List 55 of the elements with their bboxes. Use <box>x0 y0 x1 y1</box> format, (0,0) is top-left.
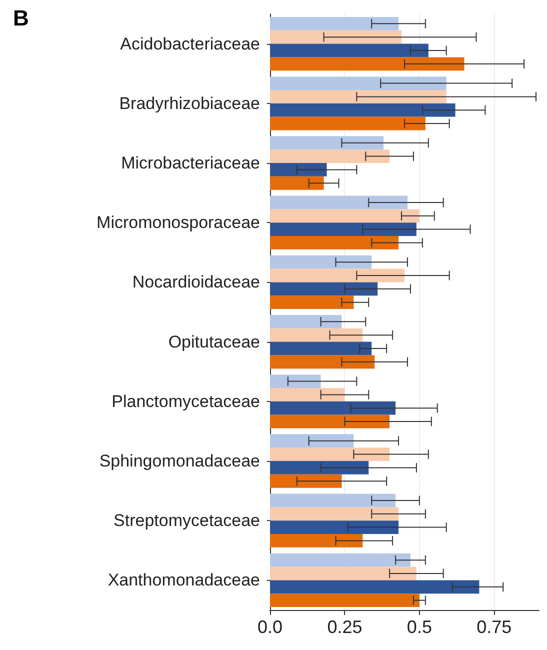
bar <box>270 150 390 163</box>
bar <box>270 494 396 508</box>
bar <box>270 507 399 521</box>
bar <box>270 209 420 223</box>
bar <box>270 282 378 296</box>
y-tick-label: Planctomycetaceae <box>112 392 260 411</box>
bar <box>270 388 345 402</box>
bar <box>270 461 369 474</box>
y-tick-label: Sphingomonadaceae <box>99 452 260 470</box>
bar <box>270 103 456 117</box>
bar <box>270 136 384 150</box>
x-tick-label: 0.25 <box>327 617 362 637</box>
bar <box>270 553 410 567</box>
bar <box>270 76 446 90</box>
y-tick-label: Xanthomonadaceae <box>108 570 260 590</box>
bar <box>270 236 399 250</box>
y-tick-label: Opitutaceae <box>168 332 260 352</box>
bar <box>270 580 480 594</box>
bar <box>270 163 327 176</box>
y-tick-label: Acidobacteriaceae <box>120 34 260 54</box>
bar <box>270 268 404 282</box>
x-tick-label: 0.0 <box>257 617 283 637</box>
x-tick-label: 0.75 <box>476 617 512 637</box>
bar <box>270 44 428 58</box>
bar <box>270 448 390 461</box>
bar <box>270 90 446 104</box>
bar <box>270 374 321 388</box>
bar <box>270 30 402 44</box>
bar <box>270 566 416 580</box>
bar <box>270 196 408 210</box>
y-tick-label: Micromonosporaceae <box>96 213 260 232</box>
bar <box>270 534 363 548</box>
bar <box>270 355 375 369</box>
y-tick-label: Bradyrhizobiaceae <box>119 94 260 113</box>
bar <box>270 296 354 310</box>
bar <box>270 314 342 328</box>
y-tick-label: Nocardioidaceae <box>132 272 260 292</box>
bar <box>270 222 416 236</box>
y-tick-label: Streptomycetaceae <box>114 511 260 530</box>
bar <box>270 401 396 415</box>
bar <box>270 474 342 488</box>
text: B <box>13 6 29 30</box>
bar <box>270 255 372 269</box>
x-tick-label: 0.5 <box>406 617 432 637</box>
bar <box>270 328 363 342</box>
bar <box>270 414 390 428</box>
bar <box>270 594 420 608</box>
bar <box>270 57 464 71</box>
y-tick-label: Microbacteriaceae <box>121 154 260 172</box>
bar <box>270 116 426 130</box>
bar <box>270 342 372 356</box>
bar <box>270 176 324 190</box>
bar <box>270 434 354 448</box>
bar <box>270 520 399 534</box>
bar <box>270 16 399 30</box>
